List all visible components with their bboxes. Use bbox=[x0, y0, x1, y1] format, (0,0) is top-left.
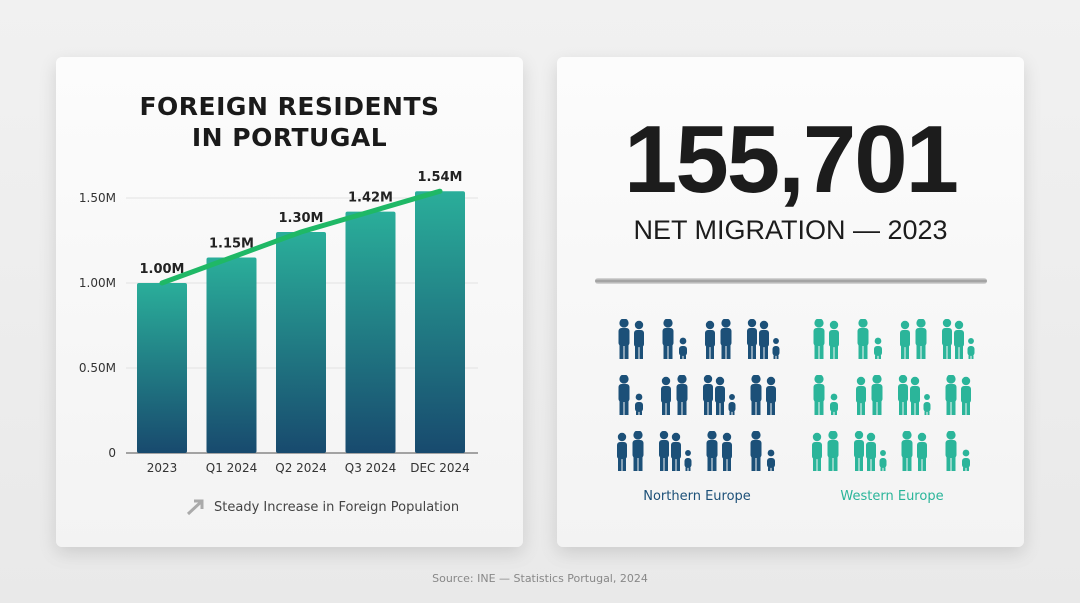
y-tick-label: 1.50M bbox=[79, 191, 116, 205]
family-silhouette-icon bbox=[945, 375, 971, 415]
x-tick-label: DEC 2024 bbox=[410, 461, 470, 475]
data-label: 1.30M bbox=[278, 211, 323, 226]
y-tick-label: 0.50M bbox=[79, 361, 116, 375]
family-silhouette-icon bbox=[662, 319, 687, 359]
family-silhouette-icon bbox=[659, 431, 692, 471]
y-tick-label: 0 bbox=[108, 446, 116, 460]
trend-arrow-icon bbox=[186, 499, 204, 516]
people-grid bbox=[612, 319, 782, 477]
people-grid bbox=[807, 319, 977, 477]
family-silhouette-icon bbox=[747, 319, 780, 359]
net-migration-number: 155,701 bbox=[623, 106, 959, 213]
family-silhouette-icon bbox=[942, 319, 975, 359]
group-label: Northern Europe bbox=[643, 489, 751, 504]
family-silhouette-icon bbox=[901, 431, 927, 471]
group-label: Western Europe bbox=[840, 489, 944, 504]
family-silhouette-icon bbox=[856, 375, 883, 415]
trend-line bbox=[159, 188, 443, 286]
bar bbox=[415, 191, 465, 453]
x-tick-label: 2023 bbox=[147, 461, 178, 475]
chart-card: FOREIGN RESIDENTS IN PORTUGAL 0 0.50M 1.00… bbox=[56, 57, 523, 547]
chart-title-line2: IN PORTUGAL bbox=[191, 123, 388, 152]
family-silhouette-icon bbox=[945, 431, 970, 471]
family-silhouette-icon bbox=[900, 319, 927, 359]
family-silhouette-icon bbox=[703, 375, 736, 415]
x-tick-label: Q3 2024 bbox=[345, 461, 396, 475]
bar-chart: 0 0.50M 1.00M 1.50M 1.00M 2023 1.15M Q1 2024 1.3… bbox=[79, 170, 478, 475]
family-silhouette-icon bbox=[813, 319, 839, 359]
family-silhouette-icon bbox=[813, 375, 838, 415]
bar bbox=[276, 232, 326, 453]
data-label: 1.54M bbox=[417, 170, 462, 185]
bar bbox=[137, 283, 187, 453]
family-silhouette-icon bbox=[706, 431, 732, 471]
family-silhouette-icon bbox=[750, 431, 775, 471]
data-label: 1.42M bbox=[348, 191, 393, 206]
source-note: Source: INE — Statistics Portugal, 2024 bbox=[432, 572, 648, 585]
family-silhouette-icon bbox=[750, 375, 776, 415]
group-northern-europe: Northern Europe bbox=[612, 319, 782, 504]
chart-note-text: Steady Increase in Foreign Population bbox=[214, 499, 460, 515]
data-label: 1.15M bbox=[209, 237, 254, 252]
x-tick-label: Q1 2024 bbox=[206, 461, 257, 475]
family-silhouette-icon bbox=[857, 319, 882, 359]
net-migration-label: NET MIGRATION — 2023 bbox=[633, 215, 948, 245]
x-tick-label: Q2 2024 bbox=[275, 461, 326, 475]
family-silhouette-icon bbox=[854, 431, 887, 471]
family-silhouette-icon bbox=[705, 319, 732, 359]
family-silhouette-icon bbox=[661, 375, 688, 415]
chart-note: Steady Increase in Foreign Population bbox=[186, 498, 459, 516]
migration-card: 155,701 NET MIGRATION — 2023 Northern Eu… bbox=[557, 57, 1024, 547]
family-silhouette-icon bbox=[618, 319, 644, 359]
y-tick-label: 1.00M bbox=[79, 276, 116, 290]
group-western-europe: Western Europe bbox=[807, 319, 977, 504]
family-silhouette-icon bbox=[898, 375, 931, 415]
family-silhouette-icon bbox=[618, 375, 643, 415]
data-label: 1.00M bbox=[139, 262, 184, 277]
family-silhouette-icon bbox=[617, 431, 644, 471]
divider bbox=[595, 278, 987, 284]
family-silhouette-icon bbox=[812, 431, 839, 471]
bar bbox=[206, 257, 257, 453]
chart-title-line1: FOREIGN RESIDENTS bbox=[139, 92, 440, 121]
bar bbox=[345, 211, 396, 453]
